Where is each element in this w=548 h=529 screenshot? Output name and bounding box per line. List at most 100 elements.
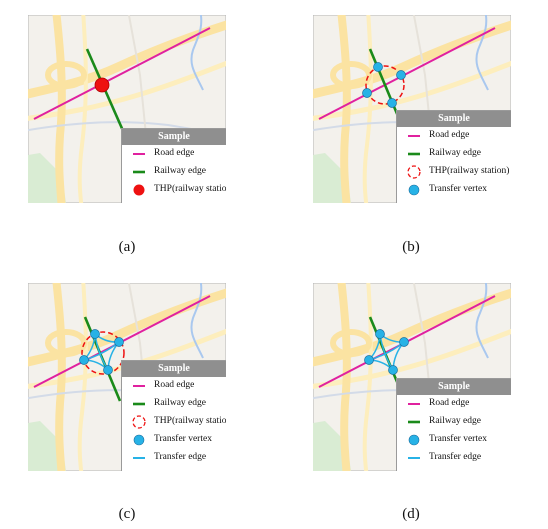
transfer-vertex-marker xyxy=(364,355,374,365)
river xyxy=(190,283,204,359)
thp-boundary-dashed xyxy=(81,331,125,375)
legend-c: Sample Road edge Railway edge THP(railway … xyxy=(121,360,226,471)
transfer-vertex-marker xyxy=(375,329,385,339)
transfer-vertex-marker xyxy=(388,365,398,375)
legend-d: Sample Road edge Railway edge Transfer ver… xyxy=(396,378,511,471)
highway-interchange xyxy=(45,61,87,89)
legend-label: Road edge xyxy=(429,398,470,408)
caption-c: (c) xyxy=(118,506,136,522)
transfer-vertex-marker xyxy=(90,329,100,339)
road-edge-line xyxy=(33,27,211,120)
transfer-vertex-marker xyxy=(387,98,397,108)
legend-title: Sample xyxy=(397,111,511,127)
transfer-vertex-marker xyxy=(399,337,409,347)
legend-row: Road edge xyxy=(397,127,511,145)
legend-symbol xyxy=(408,403,420,405)
panel-a: Sample Road edge Railway edge THP(railway … xyxy=(28,15,226,203)
legend-row: Road edge xyxy=(122,377,226,395)
legend-row: Railway edge xyxy=(397,413,511,431)
transfer-vertex-marker xyxy=(103,365,113,375)
legend-label: Transfer vertex xyxy=(154,434,212,444)
legend-row: Transfer vertex xyxy=(397,181,511,199)
river xyxy=(475,15,489,91)
legend-row: Railway edge xyxy=(122,163,226,181)
legend-label: Railway edge xyxy=(429,148,481,158)
legend-symbol xyxy=(408,420,420,424)
legend-label: Road edge xyxy=(154,148,195,158)
panel-c: Sample Road edge Railway edge THP(railway … xyxy=(28,283,226,471)
legend-label: Railway edge xyxy=(154,166,206,176)
legend-symbol xyxy=(408,152,420,156)
legend-symbol xyxy=(133,457,145,459)
thp-boundary-dashed xyxy=(365,65,405,105)
legend-label: THP(railway station) xyxy=(154,416,226,426)
thp-filled-circle-icon xyxy=(133,184,145,196)
thp-dashed-circle-icon xyxy=(407,165,421,179)
transfer-vertex-icon xyxy=(408,184,420,196)
major-road xyxy=(362,283,373,471)
legend-title: Sample xyxy=(397,379,511,395)
legend-row: Transfer edge xyxy=(397,449,511,467)
legend-label: Railway edge xyxy=(154,398,206,408)
highway-road xyxy=(52,15,66,203)
transfer-vertex-marker xyxy=(373,62,383,72)
legend-title: Sample xyxy=(122,129,226,145)
highway-interchange xyxy=(330,329,372,357)
legend-symbol xyxy=(133,402,145,406)
legend-label: Transfer edge xyxy=(429,452,482,462)
transfer-vertex-marker xyxy=(114,337,124,347)
legend-symbol xyxy=(407,165,421,179)
legend-row: Road edge xyxy=(122,145,226,163)
legend-row: THP(railway station) xyxy=(122,181,226,199)
legend-label: Railway edge xyxy=(429,416,481,426)
legend-label: THP(railway station) xyxy=(429,166,510,176)
caption-d: (d) xyxy=(402,506,420,522)
legend-row: Railway edge xyxy=(122,395,226,413)
legend-b: Sample Road edge Railway edge THP(railway … xyxy=(396,110,511,203)
legend-row: Transfer vertex xyxy=(397,431,511,449)
legend-symbol xyxy=(132,415,146,429)
legend-symbol xyxy=(133,184,145,196)
legend-symbol xyxy=(408,135,420,137)
legend-row: Transfer vertex xyxy=(122,431,226,449)
legend-row: THP(railway station) xyxy=(397,163,511,181)
legend-symbol xyxy=(133,170,145,174)
legend-label: Transfer vertex xyxy=(429,184,487,194)
transfer-vertex-icon xyxy=(408,434,420,446)
caption-b: (b) xyxy=(402,239,420,255)
legend-symbol xyxy=(133,153,145,155)
legend-row: THP(railway station) xyxy=(122,413,226,431)
transfer-vertex-marker xyxy=(79,355,89,365)
legend-label: THP(railway station) xyxy=(154,184,226,194)
major-road xyxy=(362,15,373,203)
road-edge-line xyxy=(318,27,496,120)
legend-title: Sample xyxy=(122,361,226,377)
river xyxy=(475,283,489,359)
legend-symbol xyxy=(408,434,420,446)
legend-label: Road edge xyxy=(429,130,470,140)
highway-road xyxy=(52,283,66,471)
legend-symbol xyxy=(133,385,145,387)
major-road xyxy=(77,283,88,471)
legend-label: Transfer vertex xyxy=(429,434,487,444)
transfer-vertex-icon xyxy=(133,434,145,446)
legend-symbol xyxy=(408,184,420,196)
caption-a: (a) xyxy=(118,239,136,255)
highway-interchange xyxy=(330,61,372,89)
legend-symbol xyxy=(133,434,145,446)
minor-road xyxy=(127,15,147,136)
legend-row: Transfer edge xyxy=(122,449,226,467)
thp-dashed-circle-icon xyxy=(132,415,146,429)
major-road xyxy=(77,15,88,203)
highway-road xyxy=(337,283,351,471)
legend-row: Railway edge xyxy=(397,145,511,163)
thp-station-marker xyxy=(94,77,110,93)
legend-row: Road edge xyxy=(397,395,511,413)
legend-label: Road edge xyxy=(154,380,195,390)
legend-a: Sample Road edge Railway edge THP(railway … xyxy=(121,128,226,203)
panel-b: Sample Road edge Railway edge THP(railway … xyxy=(313,15,511,203)
legend-symbol xyxy=(408,457,420,459)
transfer-vertex-marker xyxy=(396,70,406,80)
river xyxy=(190,15,204,91)
panel-d: Sample Road edge Railway edge Transfer ver… xyxy=(313,283,511,471)
